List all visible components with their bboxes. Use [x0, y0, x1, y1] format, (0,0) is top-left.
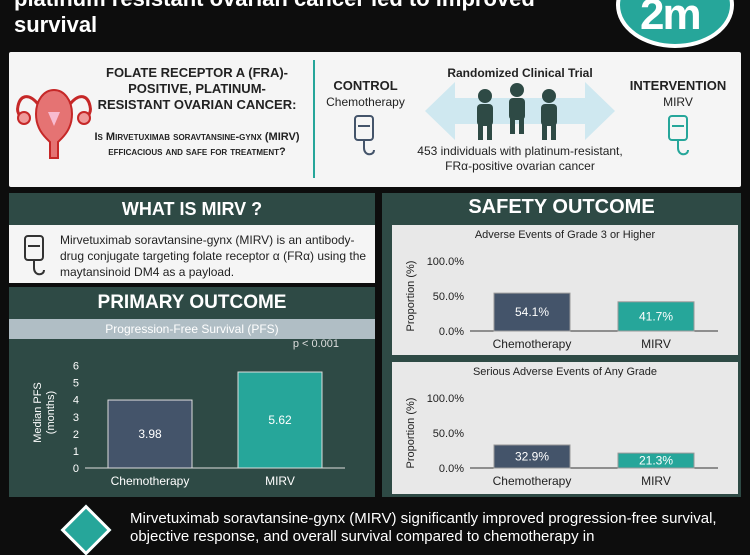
sae-panel	[392, 362, 738, 494]
x-tick-label: MIRV	[265, 474, 295, 488]
bar-chemotherapy	[107, 399, 193, 469]
iv-bag-icon	[354, 115, 375, 156]
y-tick-label: 0.0%	[439, 463, 464, 475]
pico-title: FOLATE RECEPTOR A (FRA)-POSITIVE, PLATIN…	[97, 65, 297, 112]
rct-label: Randomized Clinical Trial	[447, 66, 593, 80]
bar-mirv	[237, 371, 323, 469]
bar-mirv	[617, 301, 695, 332]
bar-value-label: 32.9%	[515, 449, 549, 463]
ae-grade3-panel	[392, 225, 738, 355]
x-tick-label: Chemotherapy	[493, 474, 572, 488]
x-tick-label: MIRV	[641, 337, 671, 351]
sae-chart: 0.0% 50.0% 100.0% Proportion (%) 32.9% Chemot…	[405, 393, 718, 488]
what-is-text: Mirvetuximab soravtansine-gynx (MIRV) is…	[60, 233, 367, 279]
y-tick-label: 50.0%	[433, 428, 464, 440]
uterus-icon	[16, 88, 92, 159]
randomization-arrow-icon	[425, 82, 615, 140]
y-tick-label: 100.0%	[427, 393, 465, 405]
pico-question: Is Mirvetuximab soravtansine-gynx (MIRV)…	[94, 131, 300, 158]
y-tick-label: 4	[73, 395, 79, 407]
y-tick-label: 50.0%	[433, 291, 464, 303]
safety-heading: SAFETY OUTCOME	[468, 196, 655, 218]
bar-value-label: 41.7%	[639, 309, 673, 323]
control-label: CONTROL	[333, 78, 398, 93]
x-tick-label: Chemotherapy	[111, 474, 190, 488]
pfs-chart: 0 1 2 3 4 5 6 Median PFS(months) 3.98 Chemotherap…	[32, 339, 345, 488]
y-tick-label: 2	[73, 429, 79, 441]
y-tick-label: 1	[73, 446, 79, 458]
bar-chemotherapy	[493, 292, 571, 332]
ae-grade3-chart: 0.0% 50.0% 100.0% Proportion (%) 54.1% Chemot…	[405, 256, 718, 351]
bar-mirv	[617, 452, 695, 469]
x-tick-label: Chemotherapy	[493, 337, 572, 351]
what-is-heading: WHAT IS MIRV ?	[9, 193, 375, 225]
y-tick-label: 3	[73, 412, 79, 424]
y-tick-label: 0	[73, 463, 79, 475]
bar-value-label: 3.98	[138, 427, 162, 441]
primary-subtitle: Progression-Free Survival (PFS)	[9, 319, 375, 339]
bar-value-label: 54.1%	[515, 305, 549, 319]
what-is-panel	[9, 225, 375, 283]
conclusion-bar	[44, 503, 750, 536]
y-tick-label: 0.0%	[439, 326, 464, 338]
conclusion-text: Mirvetuximab soravtansine-gynx (MIRV) si…	[130, 510, 717, 545]
page-title: platinum resistant ovarian cancer led to…	[14, 0, 535, 37]
ae-grade3-title: Adverse Events of Grade 3 or Higher	[474, 229, 656, 241]
y-axis-label: Proportion (%)	[405, 261, 417, 332]
y-tick-label: 6	[73, 361, 79, 373]
logo-text: 2m	[640, 0, 702, 39]
divider	[313, 60, 315, 178]
iv-bag-icon	[668, 115, 689, 156]
y-tick-label: 5	[73, 378, 79, 390]
iv-bag-icon	[24, 235, 45, 276]
y-axis-label: Median PFS(months)	[32, 382, 57, 443]
pico-panel	[9, 52, 741, 187]
bar-chemotherapy	[493, 444, 571, 469]
sae-title: Serious Adverse Events of Any Grade	[472, 366, 658, 378]
bar-value-label: 5.62	[268, 413, 292, 427]
bar-value-label: 21.3%	[639, 454, 673, 468]
rct-description: 453 individuals with platinum-resistant,…	[417, 144, 623, 173]
primary-heading: PRIMARY OUTCOME	[9, 287, 375, 319]
y-axis-label: Proportion (%)	[405, 398, 417, 469]
intervention-label: INTERVENTION	[629, 78, 727, 93]
p-value-annotation: p < 0.001	[293, 339, 339, 350]
y-tick-label: 100.0%	[427, 256, 465, 268]
x-tick-label: MIRV	[641, 474, 671, 488]
control-sub: Chemotherapy	[326, 95, 405, 109]
intervention-sub: MIRV	[663, 95, 693, 109]
